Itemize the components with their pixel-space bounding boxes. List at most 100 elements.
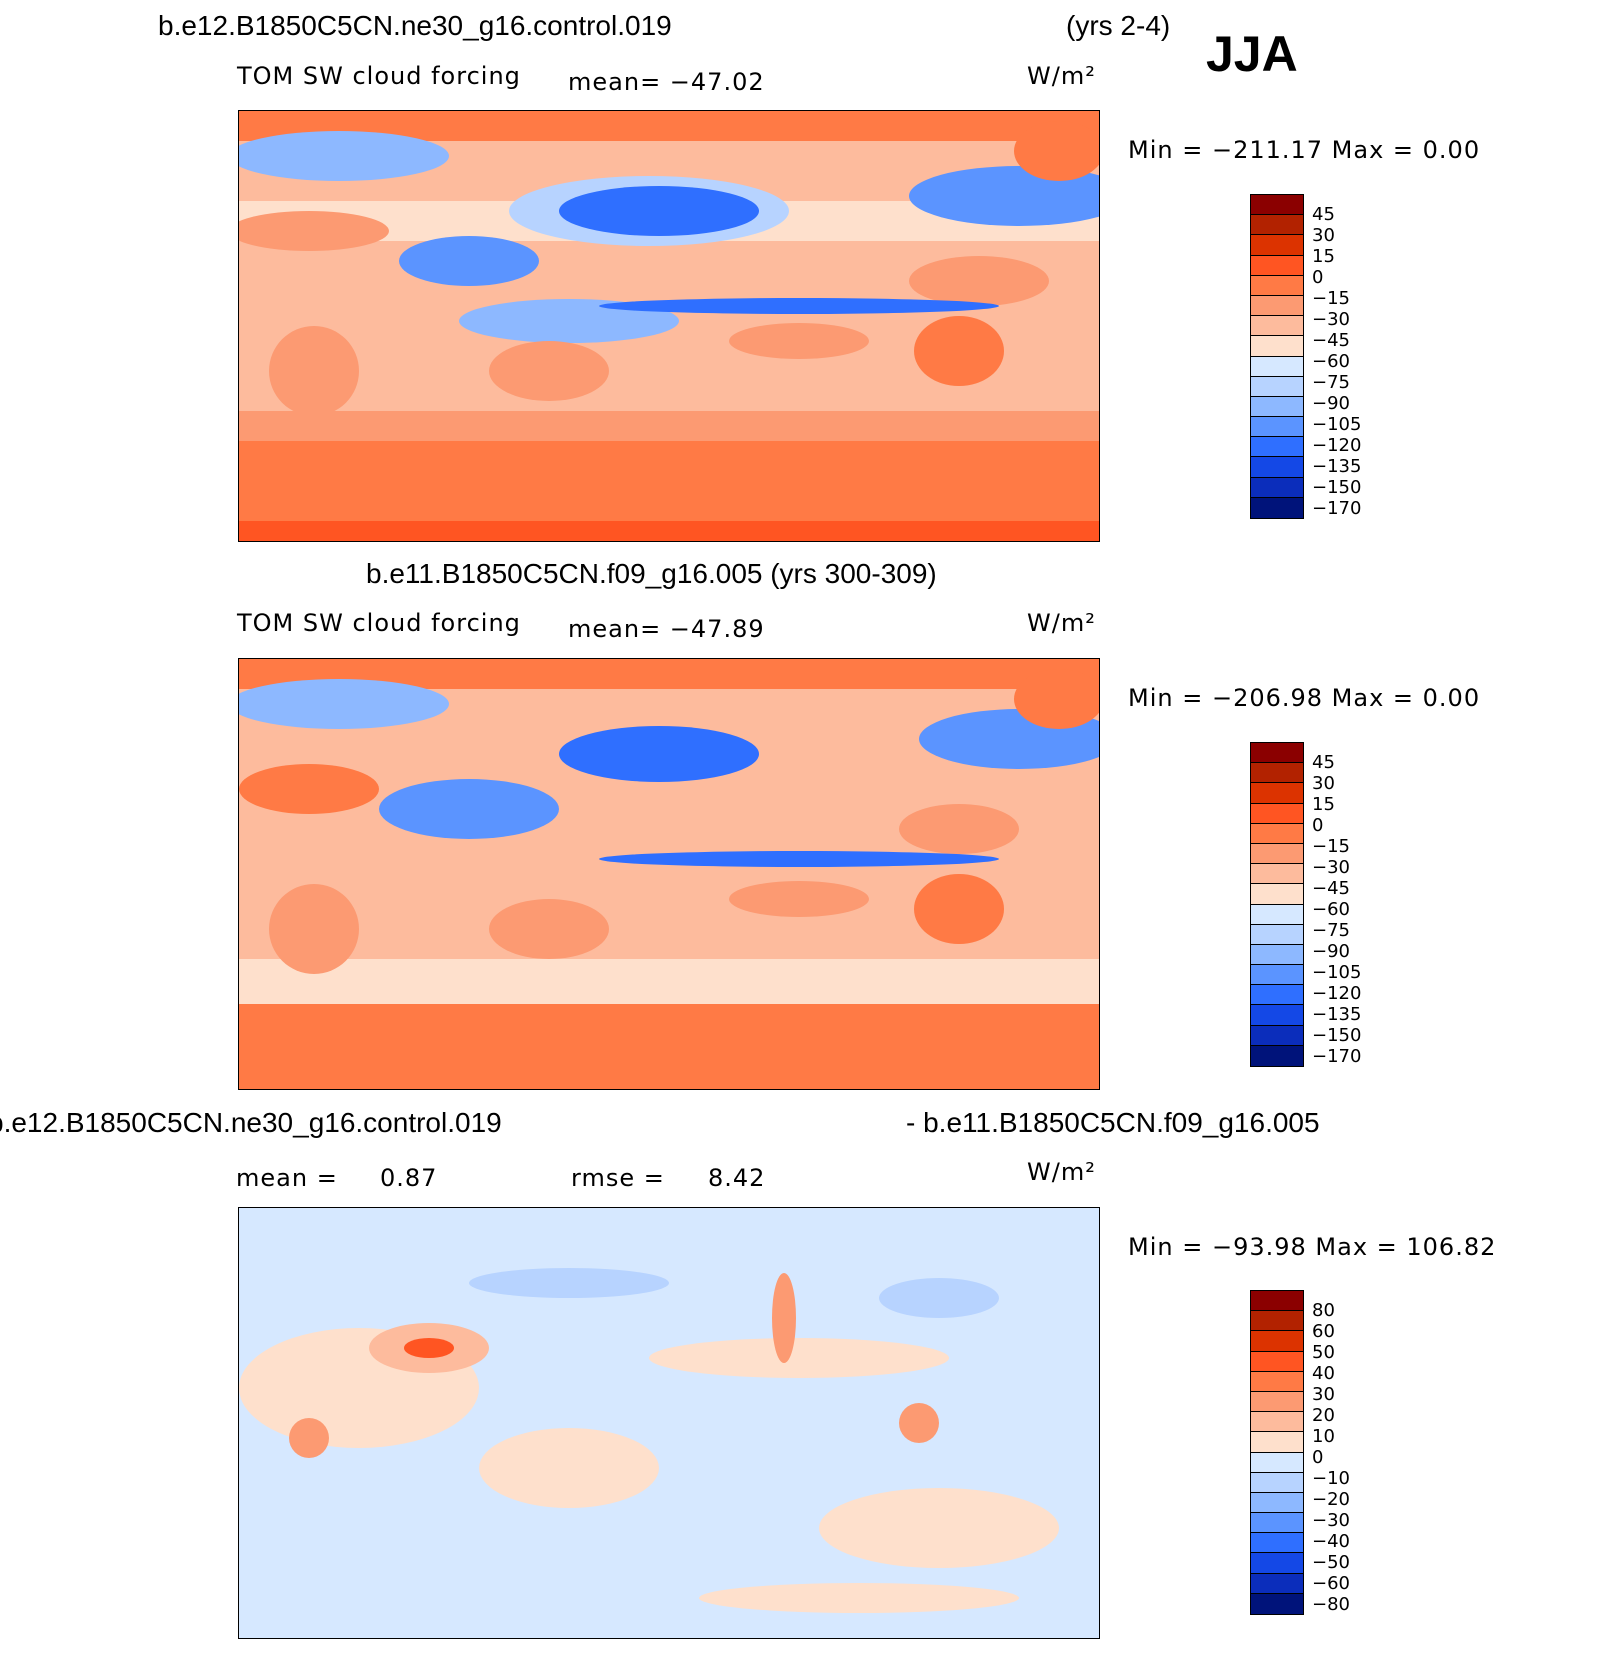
colorbar-swatch — [1251, 803, 1303, 824]
colorbar-level-label: −150 — [1312, 477, 1362, 498]
colorbar-swatch — [1251, 1472, 1303, 1493]
colorbar-swatch — [1251, 743, 1303, 764]
case2-title: b.e11.B1850C5CN.f09_g16.005 (yrs 300-309… — [366, 558, 937, 589]
colorbar-swatch — [1251, 965, 1303, 986]
colorbar-swatch — [1251, 864, 1303, 885]
colorbar-swatch — [1251, 1311, 1303, 1332]
panel3-mean-label: mean = — [236, 1164, 338, 1192]
colorbar-level-label: −15 — [1312, 836, 1350, 857]
panel3-map-svg — [239, 1208, 1099, 1638]
season-label: JJA — [1206, 26, 1298, 82]
colorbar-swatch — [1251, 1452, 1303, 1473]
colorbar-level-label: −90 — [1312, 941, 1350, 962]
colorbar-swatch — [1251, 1513, 1303, 1534]
colorbar-swatch — [1251, 356, 1303, 377]
panel1-colorbar-labels: 45 30 15 0 −15 −30 −45 −60 −75 −90 −105 −120 −135 −15… — [1312, 204, 1361, 519]
colorbar-level-label: 60 — [1312, 1321, 1335, 1342]
colorbar-swatch — [1251, 1391, 1303, 1413]
colorbar-swatch — [1251, 1351, 1303, 1372]
colorbar-level-label: −120 — [1312, 983, 1362, 1004]
colorbar-level-label: 30 — [1312, 225, 1335, 246]
colorbar-swatch — [1251, 1331, 1303, 1352]
panel3-colorbar-box — [1250, 1290, 1304, 1615]
panel2-map — [238, 658, 1100, 1090]
colorbar-level-label: 45 — [1312, 204, 1335, 225]
colorbar-swatch — [1251, 457, 1303, 478]
colorbar-swatch — [1251, 477, 1303, 498]
colorbar-level-label: −170 — [1312, 1046, 1362, 1067]
colorbar-level-label: 80 — [1312, 1300, 1335, 1321]
panel3-rmse-label: rmse = — [571, 1164, 665, 1192]
panel2-variable: TOM SW cloud forcing — [237, 609, 521, 637]
colorbar-level-label: −50 — [1312, 1552, 1350, 1573]
diff-left-title: b.e12.B1850C5CN.ne30_g16.control.019 — [0, 1107, 502, 1138]
colorbar-level-label: 30 — [1312, 773, 1335, 794]
colorbar-level-label: −170 — [1312, 498, 1362, 519]
colorbar-level-label: −135 — [1312, 1004, 1362, 1025]
colorbar-level-label: −135 — [1312, 456, 1362, 477]
colorbar-swatch — [1251, 763, 1303, 784]
panel3-mean-value: 0.87 — [380, 1164, 438, 1192]
panel3-colorbar-labels: 80 60 50 40 30 20 10 0 −10 −20 −30 −40 −50 −60 −80 — [1312, 1300, 1350, 1615]
colorbar-swatch — [1251, 396, 1303, 418]
panel3-colorbar: 80 60 50 40 30 20 10 0 −10 −20 −30 −40 −50 −60 −80 — [1250, 1290, 1350, 1615]
colorbar-level-label: −105 — [1312, 414, 1362, 435]
colorbar-level-label: 40 — [1312, 1363, 1335, 1384]
colorbar-swatch — [1251, 1412, 1303, 1433]
colorbar-level-label: 0 — [1312, 815, 1324, 836]
colorbar-swatch — [1251, 1025, 1303, 1046]
colorbar-level-label: −120 — [1312, 435, 1362, 456]
colorbar-swatch — [1251, 1371, 1303, 1392]
colorbar-level-label: −75 — [1312, 920, 1350, 941]
colorbar-swatch — [1251, 924, 1303, 945]
colorbar-level-label: 0 — [1312, 267, 1324, 288]
colorbar-swatch — [1251, 823, 1303, 844]
colorbar-swatch — [1251, 1045, 1303, 1066]
colorbar-level-label: −30 — [1312, 1510, 1350, 1531]
colorbar-swatch — [1251, 235, 1303, 256]
colorbar-level-label: −45 — [1312, 878, 1350, 899]
colorbar-level-label: 0 — [1312, 1447, 1324, 1468]
colorbar-swatch — [1251, 195, 1303, 216]
diff-right-title: - b.e11.B1850C5CN.f09_g16.005 — [906, 1107, 1320, 1138]
colorbar-level-label: 45 — [1312, 752, 1335, 773]
colorbar-level-label: 30 — [1312, 1384, 1335, 1405]
colorbar-level-label: −150 — [1312, 1025, 1362, 1046]
colorbar-level-label: 15 — [1312, 246, 1335, 267]
colorbar-swatch — [1251, 1533, 1303, 1554]
panel2-colorbar: 45 30 15 0 −15 −30 −45 −60 −75 −90 −105 −120 −135 −15… — [1250, 742, 1361, 1067]
panel2-mean: mean= −47.89 — [568, 615, 765, 643]
panel1-minmax: Min = −211.17 Max = 0.00 — [1128, 136, 1481, 164]
colorbar-swatch — [1251, 275, 1303, 296]
colorbar-swatch — [1251, 904, 1303, 925]
colorbar-swatch — [1251, 843, 1303, 865]
colorbar-swatch — [1251, 1291, 1303, 1312]
colorbar-level-label: 50 — [1312, 1342, 1335, 1363]
colorbar-level-label: 20 — [1312, 1405, 1335, 1426]
panel1-colorbar: 45 30 15 0 −15 −30 −45 −60 −75 −90 −105 −120 −135 −15… — [1250, 194, 1361, 519]
colorbar-level-label: 15 — [1312, 794, 1335, 815]
colorbar-swatch — [1251, 1005, 1303, 1026]
panel2-map-svg — [239, 659, 1099, 1089]
case1-title: b.e12.B1850C5CN.ne30_g16.control.019 — [158, 10, 672, 41]
colorbar-swatch — [1251, 1553, 1303, 1574]
colorbar-level-label: −30 — [1312, 857, 1350, 878]
panel1-mean: mean= −47.02 — [568, 68, 765, 96]
panel2-minmax: Min = −206.98 Max = 0.00 — [1128, 684, 1481, 712]
colorbar-level-label: −10 — [1312, 1468, 1350, 1489]
colorbar-level-label: −15 — [1312, 288, 1350, 309]
panel3-map — [238, 1207, 1100, 1639]
colorbar-level-label: −40 — [1312, 1531, 1350, 1552]
colorbar-level-label: −45 — [1312, 330, 1350, 351]
colorbar-swatch — [1251, 1492, 1303, 1514]
colorbar-swatch — [1251, 215, 1303, 236]
colorbar-level-label: −60 — [1312, 1573, 1350, 1594]
colorbar-level-label: −20 — [1312, 1489, 1350, 1510]
years1-label: (yrs 2-4) — [1066, 10, 1171, 41]
colorbar-level-label: −80 — [1312, 1594, 1350, 1615]
panel3-units: W/m² — [1027, 1158, 1096, 1186]
panel3-minmax: Min = −93.98 Max = 106.82 — [1128, 1233, 1497, 1261]
panel2-units: W/m² — [1027, 609, 1096, 637]
colorbar-swatch — [1251, 1573, 1303, 1594]
colorbar-level-label: −75 — [1312, 372, 1350, 393]
